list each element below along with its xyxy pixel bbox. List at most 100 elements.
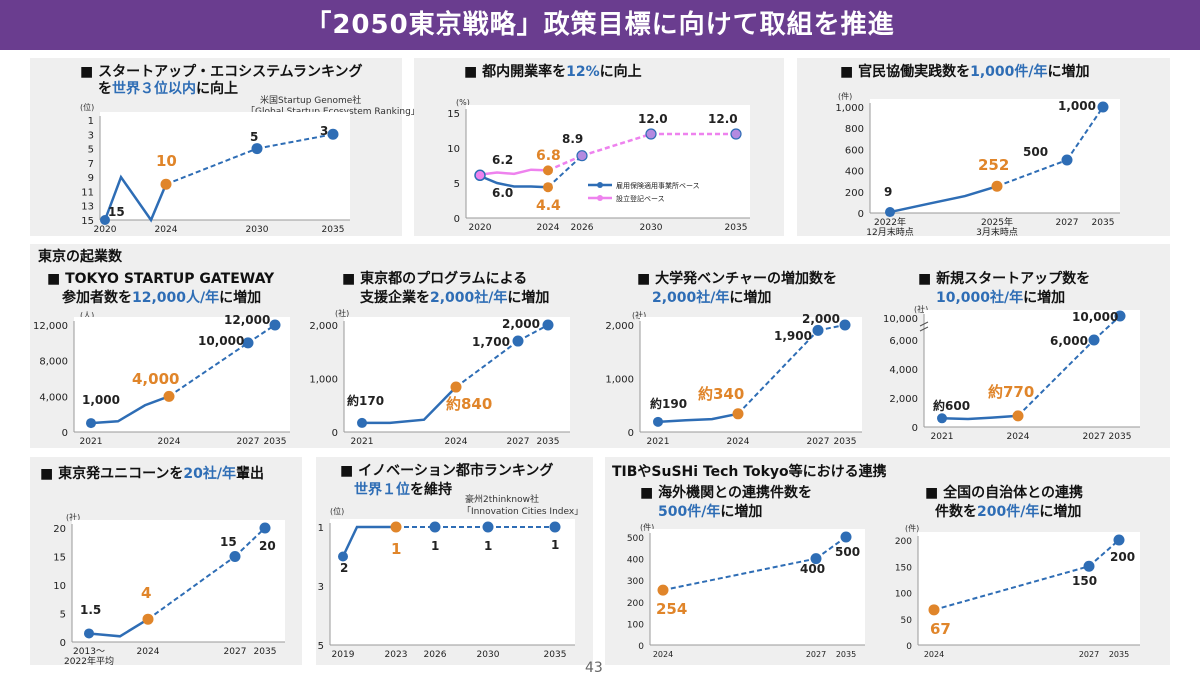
c5-point-current <box>450 381 462 393</box>
c11-label-current: 67 <box>930 620 951 638</box>
c8-label-target-0: 15 <box>220 535 237 549</box>
c11-xtick-1: 2027 <box>1079 650 1099 659</box>
c8-ytick-0: 0 <box>60 638 66 649</box>
c5-point-target-0 <box>512 335 524 347</box>
c7-point-target-1 <box>1114 310 1126 322</box>
c2-label-a0: 6.0 <box>492 186 513 200</box>
c3-xtick-sub-0: 12月末時点 <box>866 226 913 238</box>
c8-point-target-0 <box>229 551 241 562</box>
c6-point-start <box>653 416 663 427</box>
c7-dash-1 <box>1093 315 1121 341</box>
c7-ytick-2: 4,000 <box>889 365 918 376</box>
c11-ytick-4: 200 <box>895 537 912 547</box>
c10-point-target-0 <box>810 553 822 565</box>
c1-label-target-0: 5 <box>250 130 258 144</box>
c10-title2: 500件/年に増加 <box>658 503 762 520</box>
c9-xtick-0: 2019 <box>332 650 355 660</box>
c1-source-0: 米国Startup Genome社 <box>260 94 361 106</box>
c1-point-target-0 <box>251 143 263 155</box>
c3-xtick-sub-1: 3月末時点 <box>976 226 1018 238</box>
c7-point-start <box>937 413 947 424</box>
c4-xtick-2: 2027 <box>237 437 260 447</box>
c3-title: ■ 官民協働実践数を1,000件/年に増加 <box>840 63 1090 80</box>
c2-point-start <box>474 169 486 182</box>
c8-ytick-4: 20 <box>53 524 66 535</box>
c4-label-target-1: 12,000 <box>224 313 270 327</box>
c3-xtick-1: 2025年 <box>981 216 1013 228</box>
c11-ytick-1: 50 <box>901 616 913 626</box>
c2-series-b <box>479 168 549 176</box>
c5-title2-part-0: 支援企業を <box>359 289 430 306</box>
c11-title2-part-1: 200件/年 <box>977 503 1039 520</box>
c9-label-target-1: 1 <box>484 539 492 553</box>
c2-xtick-4: 2035 <box>725 223 748 233</box>
c6-point-current <box>732 408 744 420</box>
c1-ytick-7: 15 <box>81 216 94 227</box>
c2-legend-a: 雇用保険適用事業所ベース <box>616 181 700 190</box>
c2-dash-c <box>581 132 652 157</box>
c4-label-current: 4,000 <box>132 370 179 388</box>
c10-title2-part-1: 500件/年 <box>658 503 720 520</box>
chart-c2: ■ 都内開業率を12%に向上 (%) 0 5 10 15 2020 2024 2026 2030 2… <box>447 63 750 233</box>
c3-label-target-0: 500 <box>1023 145 1048 159</box>
c1-title2-part-1: 世界３位以内 <box>112 80 196 97</box>
c3-ytick-5: 1,000 <box>835 103 864 114</box>
c11-title2-part-0: 件数を <box>935 503 977 520</box>
c11-dash-1 <box>1088 539 1120 568</box>
c3-label-target-1: 1,000 <box>1058 99 1096 113</box>
c5-xtick-0: 2021 <box>351 437 374 447</box>
c7-ytick-0: 0 <box>912 423 918 434</box>
c5-label-current: 約840 <box>446 395 492 413</box>
c2-legend-dot-a <box>597 182 603 188</box>
c6-xtick-1: 2024 <box>727 437 750 447</box>
c1-xtick-2: 2030 <box>246 225 269 235</box>
c9-source-1: 「Innovation Cities Index」 <box>462 506 583 517</box>
c8-title-part-2: 輩出 <box>236 465 264 482</box>
c9-xtick-4: 2035 <box>544 650 567 660</box>
c3-dash-1 <box>1066 106 1104 161</box>
c5-xtick-1: 2024 <box>445 437 468 447</box>
c7-actual-line <box>941 414 1019 421</box>
c5-actual-line <box>362 386 457 425</box>
c8-title-part-0: ■ 東京発ユニコーンを <box>40 465 183 482</box>
c10-ytick-4: 400 <box>627 556 644 566</box>
c4-xtick-3: 2035 <box>264 437 287 447</box>
c11-dash-0 <box>933 565 1090 611</box>
c1-actual-line <box>103 174 168 223</box>
c2-ytick-0: 0 <box>454 214 460 225</box>
c1-title2: を世界３位以内に向上 <box>98 80 238 97</box>
c7-ytick-3: 6,000 <box>889 336 918 347</box>
c2-label-t1: 12.0 <box>638 112 668 126</box>
c1-ytick-5: 11 <box>81 187 94 198</box>
c2-label-t2: 12.0 <box>708 112 738 126</box>
c11-ytick-2: 100 <box>895 590 912 600</box>
c3-point-start <box>885 207 895 218</box>
c10-dash-1 <box>815 536 847 560</box>
c10-point-current <box>657 584 669 596</box>
c2-ytick-2: 10 <box>447 144 460 155</box>
c9-point-target-1 <box>482 521 494 533</box>
c2-xtick-3: 2030 <box>640 223 663 233</box>
c2-dash-b <box>547 154 583 172</box>
c5-xtick-2: 2027 <box>507 437 530 447</box>
c3-point-target-1 <box>1097 101 1109 113</box>
c3-xtick-3: 2035 <box>1092 218 1115 228</box>
c8-xtick-1: 2024 <box>137 647 160 657</box>
c2-unit: (%) <box>456 98 470 107</box>
c5-label-target-1: 2,000 <box>502 317 540 331</box>
c6-point-target-1 <box>839 319 851 331</box>
c6-ytick-2: 2,000 <box>605 321 634 332</box>
c6-point-target-0 <box>812 324 824 336</box>
c3-xtick-0: 2022年 <box>874 216 906 228</box>
c4-title2: 参加者数を12,000人/年に増加 <box>62 289 261 306</box>
c7-axis-break <box>919 321 929 332</box>
c1-ytick-0: 1 <box>88 116 94 127</box>
c4-title2-part-0: 参加者数を <box>62 289 132 306</box>
c9-label-target-2: 1 <box>551 538 559 552</box>
c6-label-target-0: 1,900 <box>774 329 812 343</box>
c5-unit: (社) <box>335 308 349 318</box>
c6-label-current: 約340 <box>698 385 744 403</box>
c11-ytick-3: 150 <box>895 563 912 573</box>
c9-point-target-2 <box>549 521 561 533</box>
